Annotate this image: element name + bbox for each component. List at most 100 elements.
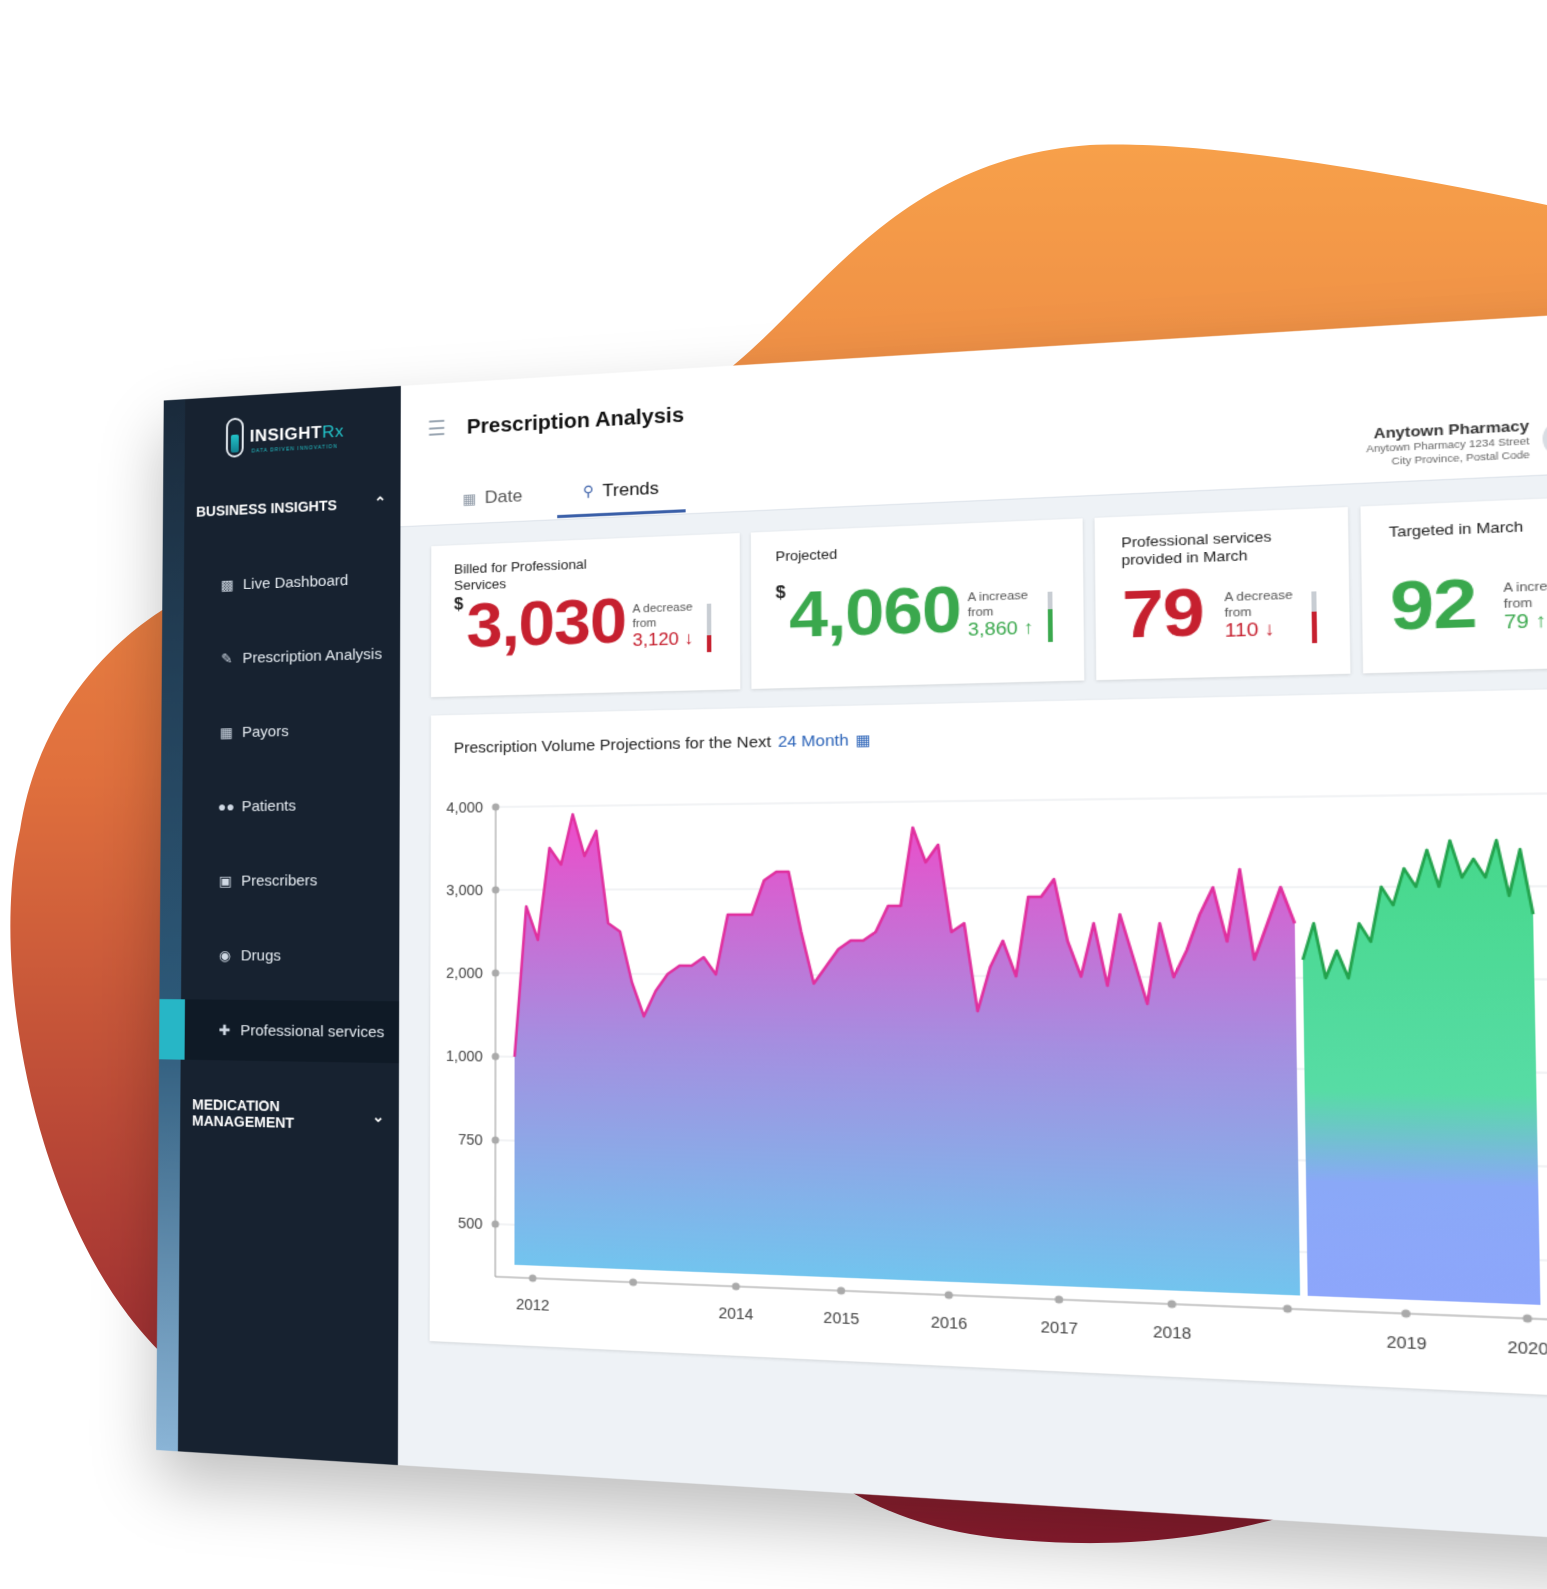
page-title: Prescription Analysis [467, 404, 684, 440]
medical-bag-icon: ✚ [216, 1021, 232, 1038]
sidebar-item-label: Live Dashboard [243, 571, 348, 592]
doctor-badge-icon: ▣ [217, 872, 233, 889]
x-tick-dot [732, 1283, 740, 1291]
sidebar-item-prescription-analysis[interactable]: ✎ Prescription Analysis [183, 623, 400, 690]
user-account[interactable]: Anytown Pharmacy Anytown Pharmacy 1234 S… [1366, 413, 1547, 469]
sidebar-item-payors[interactable]: ▦ Payors [183, 698, 400, 763]
sidebar-item-label: Professional services [240, 1022, 384, 1041]
x-tick-dot [1401, 1309, 1410, 1318]
sidebar: INSIGHTRx DATA DRIVEN INNOVATION BUSINES… [156, 386, 401, 1465]
sidebar-item-label: Payors [242, 722, 289, 740]
tab-label: Trends [602, 478, 659, 501]
sidebar-item-drugs[interactable]: ◉ Drugs [181, 925, 399, 987]
kpi-card-projected: Projected $4,060 A increase from 3,860 ↑ [751, 518, 1084, 689]
search-trend-icon: ⚲ [583, 482, 594, 500]
users-icon: ●● [218, 798, 234, 814]
grid-line [496, 793, 1547, 807]
kpi-comparison: A decrease from 110 ↓ [1224, 588, 1297, 639]
sidebar-item-label: Prescription Analysis [242, 645, 382, 666]
section-business-insights[interactable]: BUSINESS INSIGHTS ⌃ [196, 494, 386, 520]
x-tick-label: 2017 [1040, 1319, 1078, 1338]
main-content: ☰ Prescription Analysis ▦ Date ⚲ Trends … [398, 310, 1547, 1545]
month-range-link[interactable]: 24 Month [778, 732, 849, 752]
sidebar-item-patients[interactable]: ●● Patients [182, 773, 400, 837]
tab-date[interactable]: ▦ Date [438, 471, 548, 523]
tab-label: Date [485, 486, 523, 508]
logo-mark-icon [226, 417, 244, 458]
chevron-up-icon: ⌃ [374, 494, 386, 512]
x-tick-label: 2016 [931, 1314, 968, 1333]
section-medication-management[interactable]: MEDICATION MANAGEMENT ⌄ [192, 1096, 384, 1133]
chevron-down-icon: ⌄ [372, 1108, 384, 1126]
y-tick-label: 4,000 [446, 800, 483, 816]
kpi-level-fill [1048, 609, 1053, 642]
y-tick-dot [492, 803, 499, 810]
x-tick-dot [1167, 1300, 1176, 1308]
chart-panel: Prescription Volume Projections for the … [430, 688, 1547, 1399]
y-tick-label: 2,000 [446, 965, 483, 981]
kpi-label: Targeted in March [1389, 514, 1547, 541]
pills-icon: ◉ [217, 947, 233, 964]
x-tick-label: 2019 [1386, 1333, 1427, 1352]
y-tick-dot [492, 1136, 499, 1144]
x-tick-dot [1523, 1314, 1532, 1323]
kpi-value: $4,060 [776, 571, 962, 653]
calendar-icon: ▦ [463, 490, 477, 508]
arrow-up-icon: ↑ [1535, 610, 1547, 632]
x-tick-label: 2018 [1153, 1324, 1192, 1343]
y-tick-dot [492, 1053, 499, 1060]
kpi-level-fill [707, 635, 711, 652]
kpi-comparison: A decrease from 3,120 ↓ [632, 600, 695, 648]
x-tick-label: 2020 [1507, 1339, 1547, 1359]
kpi-value: $3,030 [454, 584, 626, 663]
x-tick-label: 2012 [516, 1296, 549, 1314]
section-business-label: BUSINESS INSIGHTS [196, 497, 337, 520]
sidebar-item-prescribers[interactable]: ▣ Prescribers [182, 849, 400, 911]
x-tick-label: 2015 [823, 1309, 859, 1327]
y-tick-label: 750 [458, 1132, 483, 1149]
x-tick-label: 2014 [719, 1305, 754, 1323]
y-tick-label: 3,000 [446, 882, 483, 898]
grid-line [496, 886, 1547, 890]
y-tick-label: 500 [458, 1215, 483, 1232]
avatar[interactable]: ✚ [1542, 417, 1547, 458]
tab-trends[interactable]: ⚲ Trends [557, 464, 685, 518]
kpi-level-bar [707, 604, 712, 653]
logo[interactable]: INSIGHTRx DATA DRIVEN INNOVATION [226, 411, 344, 457]
sidebar-item-live-dashboard[interactable]: ▩ Live Dashboard [184, 548, 401, 617]
kpi-level-bar [1311, 591, 1317, 643]
y-tick-dot [492, 969, 499, 976]
y-tick-dot [492, 886, 499, 893]
arrow-down-icon: ↓ [684, 628, 693, 648]
sidebar-item-label: Patients [242, 797, 296, 815]
kpi-level-fill [1312, 612, 1317, 643]
calendar-icon[interactable]: ▦ [855, 731, 870, 750]
x-tick-dot [629, 1278, 637, 1286]
section-medication-label: MEDICATION MANAGEMENT [192, 1096, 372, 1133]
edit-document-icon: ✎ [219, 650, 235, 667]
x-tick-dot [837, 1287, 845, 1295]
sidebar-item-label: Prescribers [241, 872, 317, 890]
x-tick-dot [945, 1291, 953, 1299]
x-tick-dot [1055, 1295, 1064, 1303]
y-tick-label: 1,000 [446, 1048, 483, 1064]
kpi-label: Professional services provided in March [1121, 526, 1331, 570]
arrow-up-icon: ↑ [1023, 617, 1033, 638]
sidebar-item-label: Drugs [241, 947, 281, 964]
app-window: INSIGHTRx DATA DRIVEN INNOVATION BUSINES… [156, 310, 1547, 1545]
kpi-comparison: A increase from 79 ↑ [1503, 578, 1547, 631]
kpi-value: 92 [1389, 563, 1477, 646]
kpi-card-billed: Billed for Professional Services $3,030 … [431, 533, 740, 697]
historical-series-area [514, 806, 1300, 1296]
projected-series-area [1301, 840, 1540, 1305]
collapse-menu-icon[interactable]: ☰ [427, 416, 446, 442]
arrow-down-icon: ↓ [1264, 619, 1275, 641]
y-tick-dot [492, 1220, 499, 1228]
sidebar-item-professional-services[interactable]: ✚ Professional services [181, 999, 400, 1063]
area-chart: 4,000 3,000 2,000 1,000 750 500 2012 2014 2015 20… [430, 758, 1547, 1395]
kpi-card-targeted-march: Targeted in March 92 A increase from 79 … [1360, 495, 1547, 673]
bar-chart-icon: ▩ [219, 576, 235, 594]
chart-title: Prescription Volume Projections for the … [454, 731, 871, 757]
kpi-label: Projected [775, 540, 969, 565]
x-tick-dot [1283, 1305, 1292, 1313]
